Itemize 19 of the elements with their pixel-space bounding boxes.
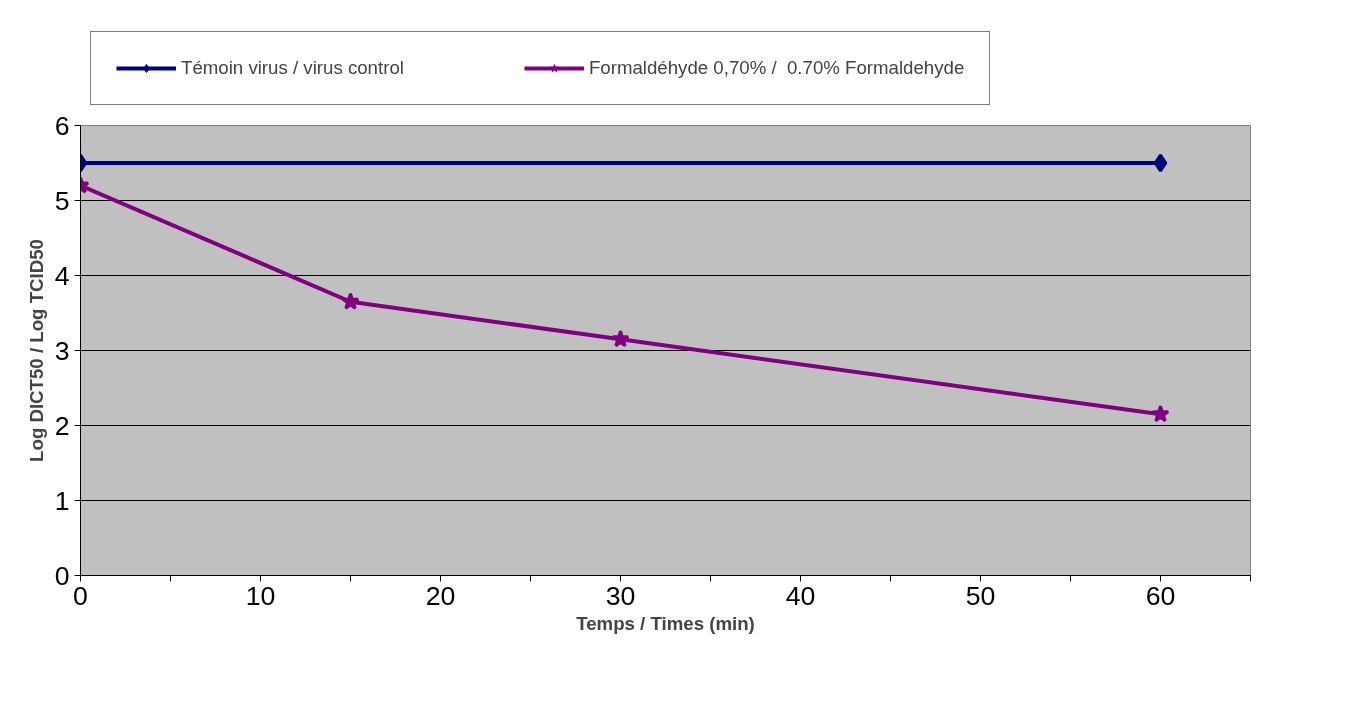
y-tick-label: 0	[54, 560, 70, 591]
point	[611, 329, 630, 348]
x-tick-label: 20	[425, 580, 456, 611]
y-tick-label: 5	[54, 185, 70, 216]
x-tick-label: 40	[785, 580, 816, 611]
x-tick-label: 50	[965, 580, 996, 611]
x-tick-label: 30	[605, 580, 636, 611]
point	[1151, 404, 1170, 423]
legend-label: Formaldéhyde 0,70% / 0.70% Formaldehyde	[588, 57, 965, 79]
y-tick-label: 6	[54, 110, 70, 141]
y-tick-label: 2	[54, 410, 70, 441]
y-tick-label: 3	[54, 335, 70, 366]
x-tick-label: 10	[245, 580, 276, 611]
legend-label: Témoin virus / virus control	[181, 57, 404, 79]
x-tick-label: 60	[1145, 580, 1176, 611]
y-tick-label: 4	[54, 260, 70, 291]
y-axis-title: Log DICT50 / Log TCID50	[25, 239, 47, 462]
y-tick-label: 1	[54, 485, 70, 516]
x-axis-title: Temps / Times (min)	[576, 612, 755, 634]
